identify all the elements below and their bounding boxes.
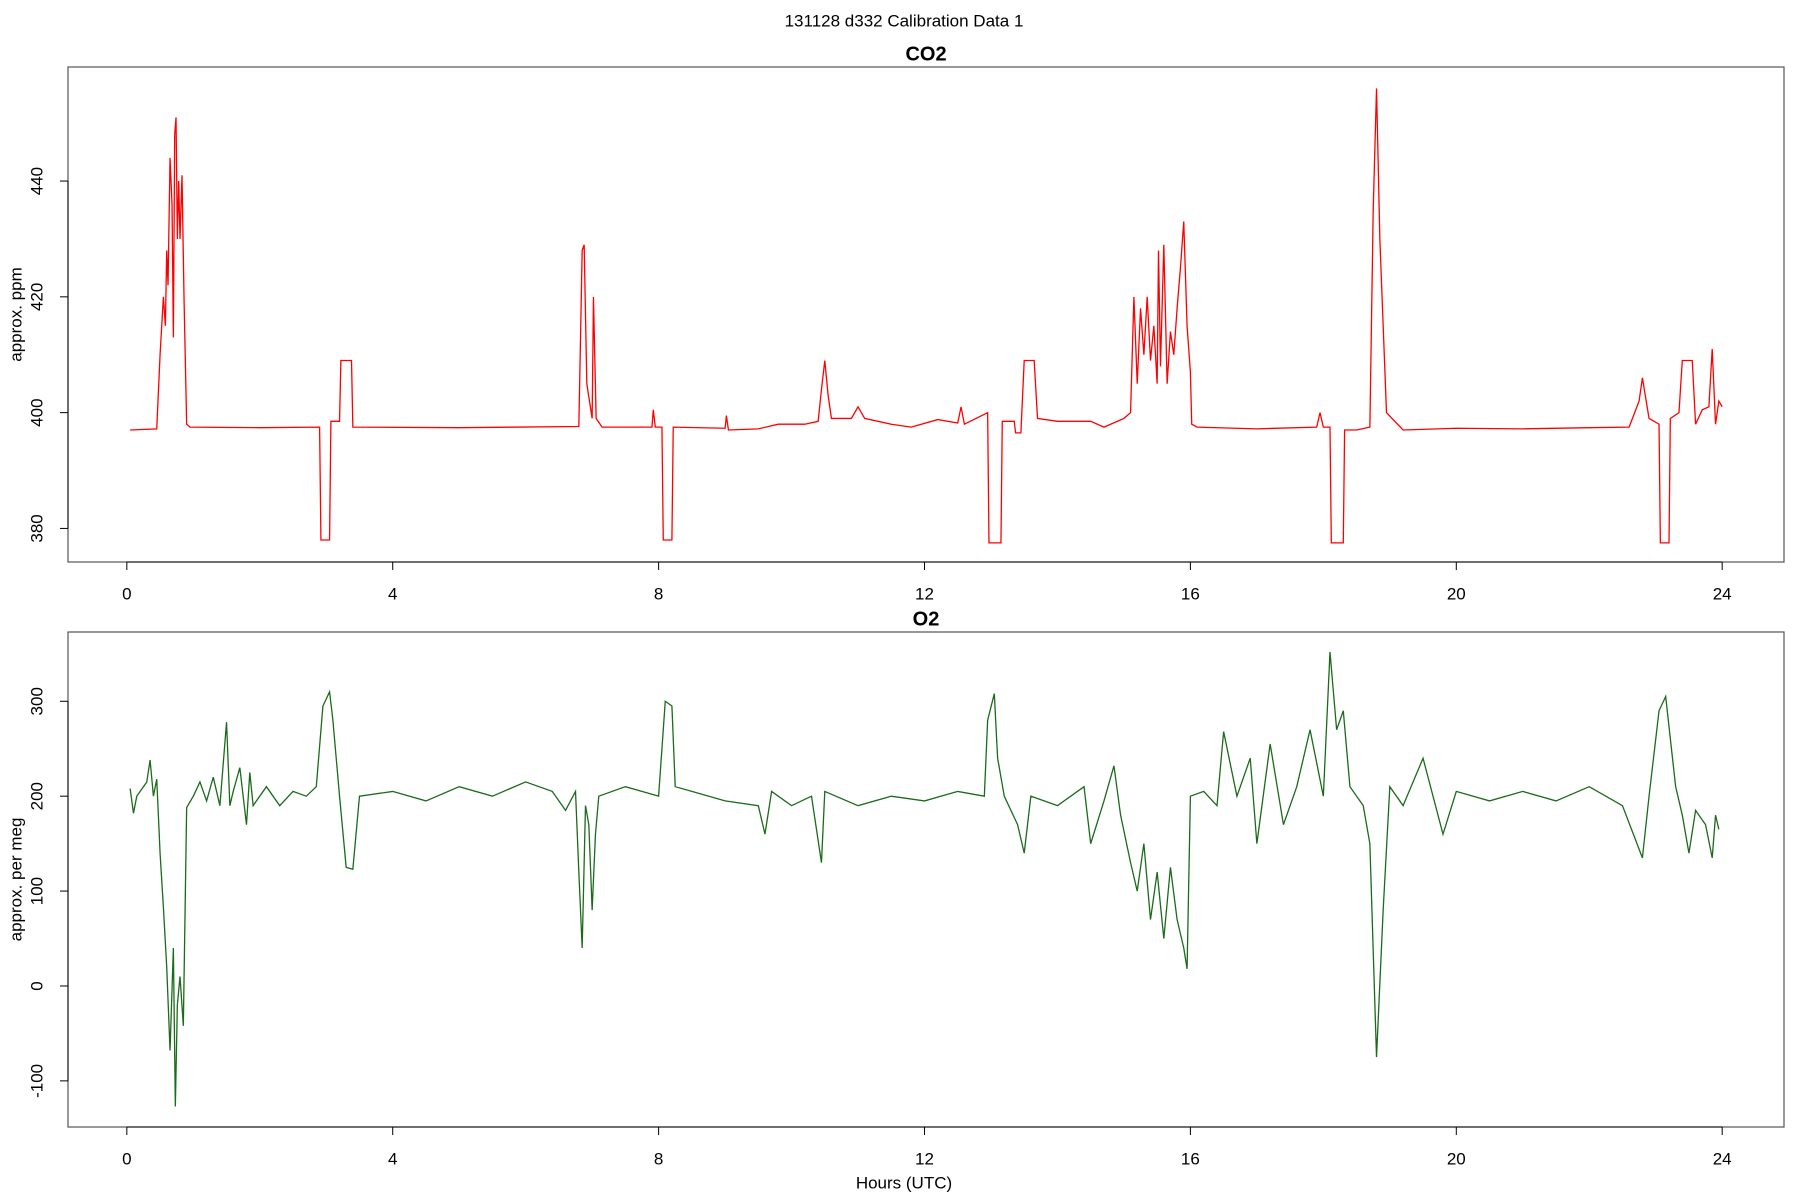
chart-title: CO2 [905,43,946,65]
x-tick-label: 24 [1713,1149,1732,1168]
x-tick-label: 4 [388,584,397,603]
plot-frame [67,66,1785,563]
y-tick-label: 200 [27,782,46,810]
chart-title: O2 [913,608,940,630]
x-tick-label: 20 [1447,584,1466,603]
x-tick-label: 24 [1713,584,1732,603]
x-tick-label: 0 [122,584,131,603]
y-tick-label: 300 [27,687,46,715]
y-tick-label: 100 [27,877,46,905]
data-line [130,88,1723,544]
x-tick-label: 0 [122,1149,131,1168]
y-tick-label: 0 [27,981,46,990]
y-tick-label: -100 [27,1064,46,1098]
y-tick-label: 440 [27,167,46,195]
figure-title: 131128 d332 Calibration Data 1 [785,11,1024,30]
x-tick-label: 16 [1181,584,1200,603]
data-line [129,651,1720,1107]
y-tick-label: 400 [27,398,46,426]
y-axis-label: approx. ppm [6,267,25,362]
y-tick-label: 420 [27,283,46,311]
y-axis-label: approx. per meg [6,818,25,942]
plot-frame [67,631,1785,1128]
x-tick-label: 8 [654,1149,663,1168]
x-axis-label: Hours (UTC) [856,1173,952,1192]
x-tick-label: 4 [388,1149,397,1168]
x-tick-label: 20 [1447,1149,1466,1168]
x-tick-label: 16 [1181,1149,1200,1168]
y-tick-label: 380 [27,514,46,542]
x-tick-label: 12 [915,1149,934,1168]
x-tick-label: 8 [654,584,663,603]
x-tick-label: 12 [915,584,934,603]
